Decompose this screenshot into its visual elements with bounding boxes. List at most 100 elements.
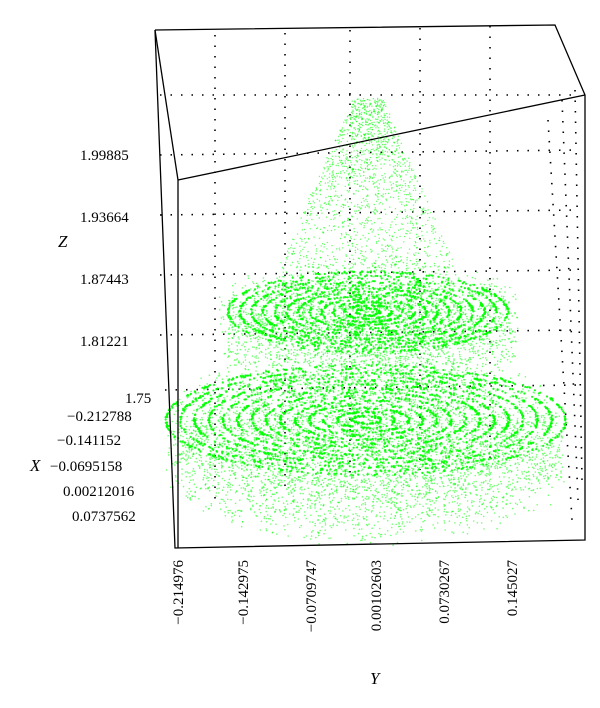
data-point — [490, 483, 492, 486]
data-point — [464, 429, 466, 431]
data-point — [197, 405, 200, 407]
data-point — [316, 449, 319, 452]
data-point — [208, 374, 211, 377]
data-point — [468, 443, 470, 446]
data-point — [293, 413, 296, 416]
data-point — [175, 454, 177, 457]
data-point — [240, 510, 243, 512]
data-point — [439, 472, 441, 475]
data-point — [241, 521, 244, 523]
data-point — [313, 417, 316, 420]
data-point — [387, 486, 390, 488]
data-point — [414, 477, 417, 479]
data-point — [212, 484, 214, 487]
data-point — [496, 462, 499, 465]
data-point — [298, 526, 301, 529]
data-point — [330, 362, 332, 365]
data-point — [375, 488, 378, 490]
data-point — [419, 528, 422, 531]
data-point — [547, 437, 549, 439]
data-point — [551, 442, 553, 445]
data-point — [334, 513, 337, 515]
data-point — [324, 393, 327, 396]
data-point — [489, 442, 492, 444]
data-point — [464, 369, 467, 372]
data-point — [299, 481, 301, 483]
data-point — [552, 431, 554, 434]
data-point — [253, 495, 255, 498]
data-point — [246, 418, 249, 421]
data-point — [269, 480, 271, 483]
data-point — [240, 525, 243, 528]
data-point — [291, 403, 294, 406]
data-point — [250, 476, 252, 479]
data-point — [412, 468, 415, 470]
data-point — [494, 405, 497, 408]
data-point — [334, 517, 337, 520]
data-point — [181, 479, 183, 482]
data-point — [223, 440, 226, 442]
data-point — [214, 464, 216, 467]
data-point — [432, 513, 435, 516]
data-point — [412, 402, 415, 405]
data-point — [525, 410, 527, 412]
data-point — [228, 386, 231, 389]
data-point — [242, 434, 244, 437]
data-point — [293, 490, 296, 492]
data-point — [513, 425, 516, 427]
data-point — [303, 536, 305, 539]
data-point — [292, 479, 294, 482]
data-point — [317, 395, 319, 397]
data-point — [485, 493, 487, 495]
data-point — [515, 434, 517, 437]
data-point — [317, 491, 320, 494]
data-point — [227, 466, 230, 468]
data-point — [292, 423, 294, 425]
data-point — [174, 474, 177, 477]
data-point — [402, 508, 405, 511]
data-point — [468, 526, 471, 529]
data-point — [396, 422, 399, 425]
data-point — [545, 480, 548, 482]
data-point — [427, 480, 429, 483]
data-point — [228, 482, 231, 484]
data-point — [334, 490, 336, 493]
data-point — [223, 432, 225, 434]
data-point — [167, 451, 170, 454]
data-point — [285, 508, 287, 511]
data-point — [202, 462, 204, 465]
data-point — [452, 532, 455, 534]
data-point — [480, 497, 482, 500]
data-point — [449, 470, 452, 473]
data-point — [405, 438, 408, 440]
data-point — [245, 454, 248, 456]
data-point — [541, 428, 544, 431]
data-point — [355, 505, 358, 508]
data-point — [226, 491, 229, 493]
data-point — [561, 466, 564, 469]
data-point — [200, 456, 202, 459]
data-point — [383, 462, 386, 465]
data-point — [316, 497, 319, 499]
data-point — [441, 482, 444, 485]
data-point — [451, 454, 454, 457]
data-point — [348, 432, 351, 434]
data-point — [184, 471, 187, 473]
data-point — [457, 439, 460, 441]
data-point — [307, 499, 309, 502]
data-point — [188, 487, 191, 490]
data-point — [492, 459, 495, 461]
data-point — [468, 449, 470, 452]
data-point — [533, 392, 536, 394]
data-point — [486, 493, 489, 495]
data-point — [529, 416, 531, 418]
data-point — [250, 425, 252, 427]
data-point — [342, 432, 345, 435]
data-point — [388, 498, 391, 500]
data-point — [243, 432, 245, 435]
data-point — [257, 404, 260, 407]
data-point — [362, 440, 364, 442]
data-point — [414, 516, 417, 518]
data-point — [285, 488, 288, 491]
data-point — [357, 394, 359, 396]
